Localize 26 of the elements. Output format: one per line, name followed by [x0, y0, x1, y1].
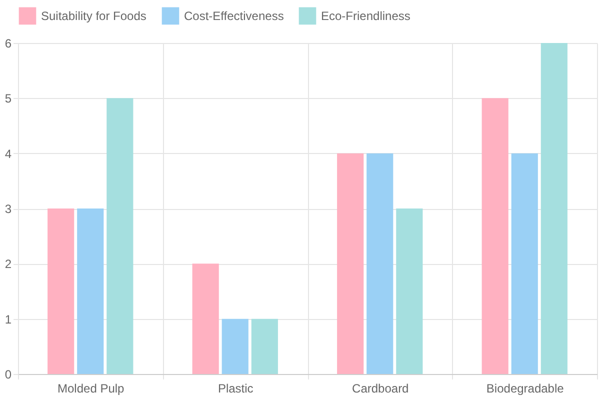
y-tick-label: 1 [4, 312, 12, 326]
bar [192, 264, 219, 374]
bar [222, 318, 248, 374]
bar [396, 208, 423, 374]
y-tick-label: 3 [4, 202, 12, 216]
bar [106, 98, 134, 374]
bar [77, 208, 104, 374]
y-tick-label: 0 [4, 368, 12, 382]
x-tick-label: Plastic [218, 382, 254, 396]
x-tick-label: Cardboard [352, 382, 409, 396]
bar [511, 153, 538, 374]
bar [337, 153, 364, 374]
legend-label: Suitability for Foods [41, 8, 146, 23]
bar [482, 98, 508, 374]
legend-label: Cost-Effectiveness [184, 8, 284, 23]
legend-label: Eco-Friendliness [321, 8, 410, 23]
y-tick-label: 5 [4, 92, 12, 106]
bar [366, 153, 394, 374]
bar [48, 208, 74, 374]
bar [540, 43, 568, 374]
x-tick-label: Molded Pulp [58, 382, 125, 396]
y-tick-label: 2 [4, 257, 12, 272]
y-tick-label: 6 [4, 36, 12, 50]
x-tick-label: Biodegradable [486, 382, 564, 396]
y-tick-label: 4 [4, 146, 12, 161]
bar [251, 318, 278, 374]
